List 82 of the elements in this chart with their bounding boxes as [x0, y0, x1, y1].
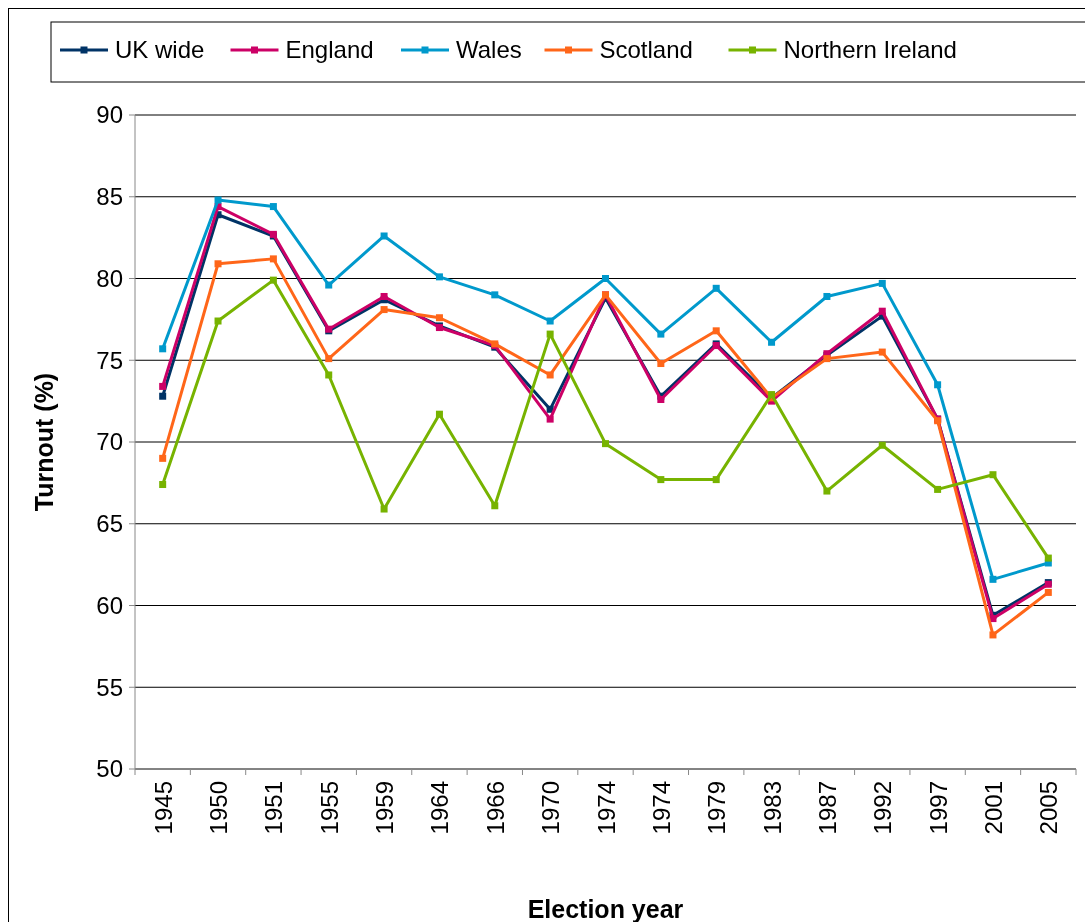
- point: [657, 330, 665, 338]
- point: [768, 338, 776, 346]
- legend-label: England: [285, 36, 374, 64]
- point: [546, 317, 554, 325]
- x-tick-label: 2005: [1035, 781, 1063, 835]
- y-tick-label: 65: [96, 510, 123, 538]
- point: [934, 485, 942, 493]
- point: [823, 487, 831, 495]
- point: [712, 476, 720, 484]
- legend-label: UK wide: [115, 36, 205, 64]
- point: [491, 502, 499, 510]
- point: [989, 471, 997, 479]
- legend-label: Northern Ireland: [783, 36, 957, 64]
- x-tick-label: 2001: [979, 781, 1007, 835]
- point: [380, 292, 388, 300]
- point: [1044, 588, 1052, 596]
- x-tick-label: 1955: [315, 781, 343, 835]
- point: [325, 371, 333, 379]
- x-tick-label: 1951: [260, 781, 288, 835]
- point: [602, 275, 609, 282]
- y-tick-label: 60: [96, 591, 123, 619]
- point: [1044, 554, 1052, 562]
- point: [491, 291, 499, 299]
- point: [989, 631, 997, 639]
- x-tick-label: 1983: [758, 781, 786, 835]
- point: [934, 381, 942, 389]
- point: [878, 348, 886, 356]
- x-tick-label: 1997: [924, 781, 952, 835]
- point: [380, 306, 388, 314]
- x-tick-label: 1966: [481, 781, 509, 835]
- point: [380, 232, 388, 240]
- point: [546, 330, 554, 338]
- point: [214, 260, 222, 268]
- point: [657, 360, 665, 368]
- y-tick-label: 50: [96, 755, 123, 783]
- point: [325, 281, 333, 289]
- point: [269, 276, 277, 284]
- point: [325, 355, 333, 363]
- point: [435, 410, 443, 418]
- point: [712, 327, 720, 335]
- x-tick-label: 1964: [426, 781, 454, 835]
- point: [878, 441, 886, 449]
- x-tick-label: 1979: [703, 781, 731, 835]
- point: [878, 279, 886, 287]
- point: [657, 476, 665, 484]
- point: [269, 255, 277, 263]
- x-tick-label: 1987: [813, 781, 841, 835]
- point: [435, 314, 443, 322]
- point: [380, 505, 388, 513]
- point: [823, 355, 831, 363]
- x-tick-label: 1992: [869, 781, 897, 835]
- legend-label: Wales: [456, 36, 522, 64]
- legend-label: Scotland: [599, 36, 693, 64]
- point: [159, 392, 167, 400]
- x-tick-label: 1974: [647, 781, 675, 835]
- point: [546, 371, 554, 379]
- y-axis-title: Turnout (%): [30, 372, 58, 512]
- x-tick-label: 1970: [537, 781, 565, 835]
- point: [546, 415, 554, 423]
- point: [989, 575, 997, 583]
- point: [214, 196, 222, 204]
- y-tick-label: 70: [96, 428, 123, 456]
- point: [159, 382, 167, 390]
- x-tick-label: 1950: [205, 781, 233, 835]
- point: [602, 440, 609, 448]
- point: [878, 307, 886, 315]
- point: [214, 317, 222, 325]
- y-tick-label: 80: [96, 264, 123, 292]
- y-tick-label: 90: [96, 101, 123, 129]
- point: [269, 203, 277, 211]
- y-tick-label: 75: [96, 346, 123, 374]
- x-tick-label: 1974: [592, 781, 620, 835]
- point: [159, 454, 167, 462]
- x-tick-label: 1959: [371, 781, 399, 835]
- point: [159, 345, 167, 353]
- point: [435, 273, 443, 281]
- point: [159, 481, 167, 489]
- y-tick-label: 55: [96, 673, 123, 701]
- x-tick-label: 1945: [149, 781, 177, 835]
- point: [823, 292, 831, 300]
- y-tick-label: 85: [96, 183, 123, 211]
- point: [712, 284, 720, 292]
